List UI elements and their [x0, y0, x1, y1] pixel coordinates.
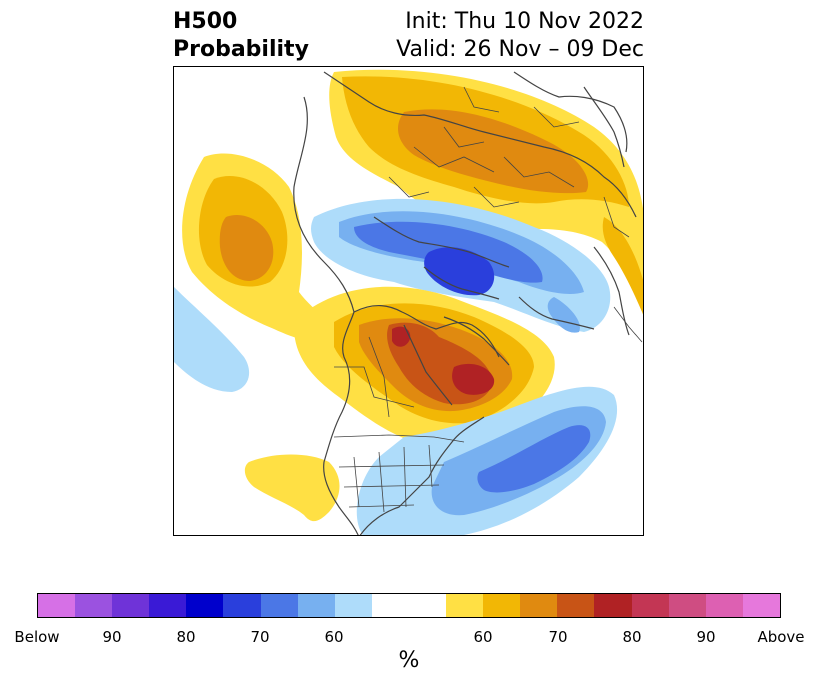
colorbar-tick-label: 80 — [176, 628, 196, 646]
colorbar-tick-label: 90 — [102, 628, 122, 646]
anomaly-contour-a60 — [244, 454, 340, 522]
coastline — [323, 71, 637, 218]
colorbar-segment — [371, 594, 409, 617]
political-border — [348, 504, 415, 508]
coastline — [593, 246, 630, 336]
political-border — [333, 434, 465, 443]
colorbar-segment — [408, 594, 447, 617]
colorbar-segment — [742, 594, 780, 617]
coastline — [513, 71, 628, 153]
colorbar-segment — [520, 594, 558, 617]
colorbar-segment — [260, 594, 298, 617]
colorbar-tick-label: 90 — [696, 628, 716, 646]
colorbar-segment — [483, 594, 521, 617]
colorbar-tick-label: 60 — [324, 628, 344, 646]
map-canvas — [174, 69, 643, 535]
probability-colorbar — [37, 593, 781, 618]
title-line-probability: Probability — [173, 37, 309, 62]
anomaly-contour-a70 — [219, 214, 274, 281]
political-border — [368, 336, 390, 418]
political-border — [473, 186, 520, 208]
coastline — [403, 324, 453, 406]
southwest-above-anomaly — [244, 454, 340, 522]
colorbar-segment — [705, 594, 743, 617]
anomaly-contour-a70 — [398, 109, 589, 194]
anomaly-contour-b75 — [424, 247, 495, 296]
coastline — [293, 96, 359, 535]
colorbar-unit-label: % — [398, 648, 420, 673]
colorbar-segment — [38, 594, 76, 617]
political-border — [378, 451, 385, 513]
political-border — [413, 146, 495, 173]
political-border — [533, 106, 580, 128]
colorbar-segment — [594, 594, 632, 617]
colorbar-segment — [334, 594, 372, 617]
colorbar-segment — [112, 594, 150, 617]
east-pacific-below-anomaly — [174, 287, 250, 392]
arctic-below-anomaly — [311, 198, 611, 333]
eurasia-above-anomaly — [329, 69, 643, 315]
coastlines-and-borders — [293, 71, 643, 535]
political-border — [613, 306, 643, 343]
colorbar-tick-label: 70 — [548, 628, 568, 646]
colorbar-segment — [631, 594, 669, 617]
anomaly-contour-a80 — [392, 326, 411, 347]
political-border — [338, 464, 445, 468]
political-border — [463, 86, 500, 113]
atlantic-below-anomaly — [356, 386, 618, 535]
political-border — [403, 446, 407, 508]
colorbar-tick-label: Below — [14, 628, 60, 646]
colorbar-tick-label: 80 — [622, 628, 642, 646]
colorbar-segment — [668, 594, 706, 617]
forecast-dates: Init: Thu 10 Nov 2022 Valid: 26 Nov – 09… — [396, 8, 644, 64]
valid-range-label: Valid: 26 Nov – 09 Dec — [396, 37, 644, 62]
political-border — [503, 156, 575, 188]
colorbar-tick-label: 70 — [250, 628, 270, 646]
probability-map — [173, 66, 644, 536]
political-border — [603, 196, 630, 238]
coastline — [583, 86, 625, 168]
coastline — [373, 216, 510, 268]
coastline — [423, 266, 500, 300]
init-date-label: Init: Thu 10 Nov 2022 — [405, 9, 644, 34]
anomaly-contour-b60 — [174, 287, 250, 392]
political-border — [334, 366, 415, 408]
colorbar-segment — [149, 594, 187, 617]
colorbar-segment — [557, 594, 595, 617]
colorbar-segment — [297, 594, 335, 617]
north-pacific-above-anomaly — [182, 153, 359, 345]
coastline — [359, 416, 485, 535]
colorbar-segment — [446, 594, 484, 617]
colorbar-segment — [223, 594, 261, 617]
political-border — [388, 176, 430, 198]
anomaly-contour-b70 — [477, 425, 591, 493]
colorbar-tick-label: 60 — [473, 628, 493, 646]
map-title: H500 Probability — [173, 8, 309, 64]
coastline — [353, 305, 500, 358]
title-line-variable: H500 — [173, 9, 238, 34]
political-border — [428, 444, 433, 488]
colorbar-segment — [75, 594, 113, 617]
political-border — [443, 126, 485, 148]
colorbar-segment — [186, 594, 224, 617]
coastline — [443, 316, 510, 366]
political-border — [353, 456, 360, 508]
colorbar-tick-label: Above — [757, 628, 805, 646]
anomaly-contour-a65 — [602, 217, 643, 315]
coastline — [518, 296, 595, 330]
political-border — [343, 484, 440, 488]
anomaly-contour-a80 — [452, 363, 495, 395]
